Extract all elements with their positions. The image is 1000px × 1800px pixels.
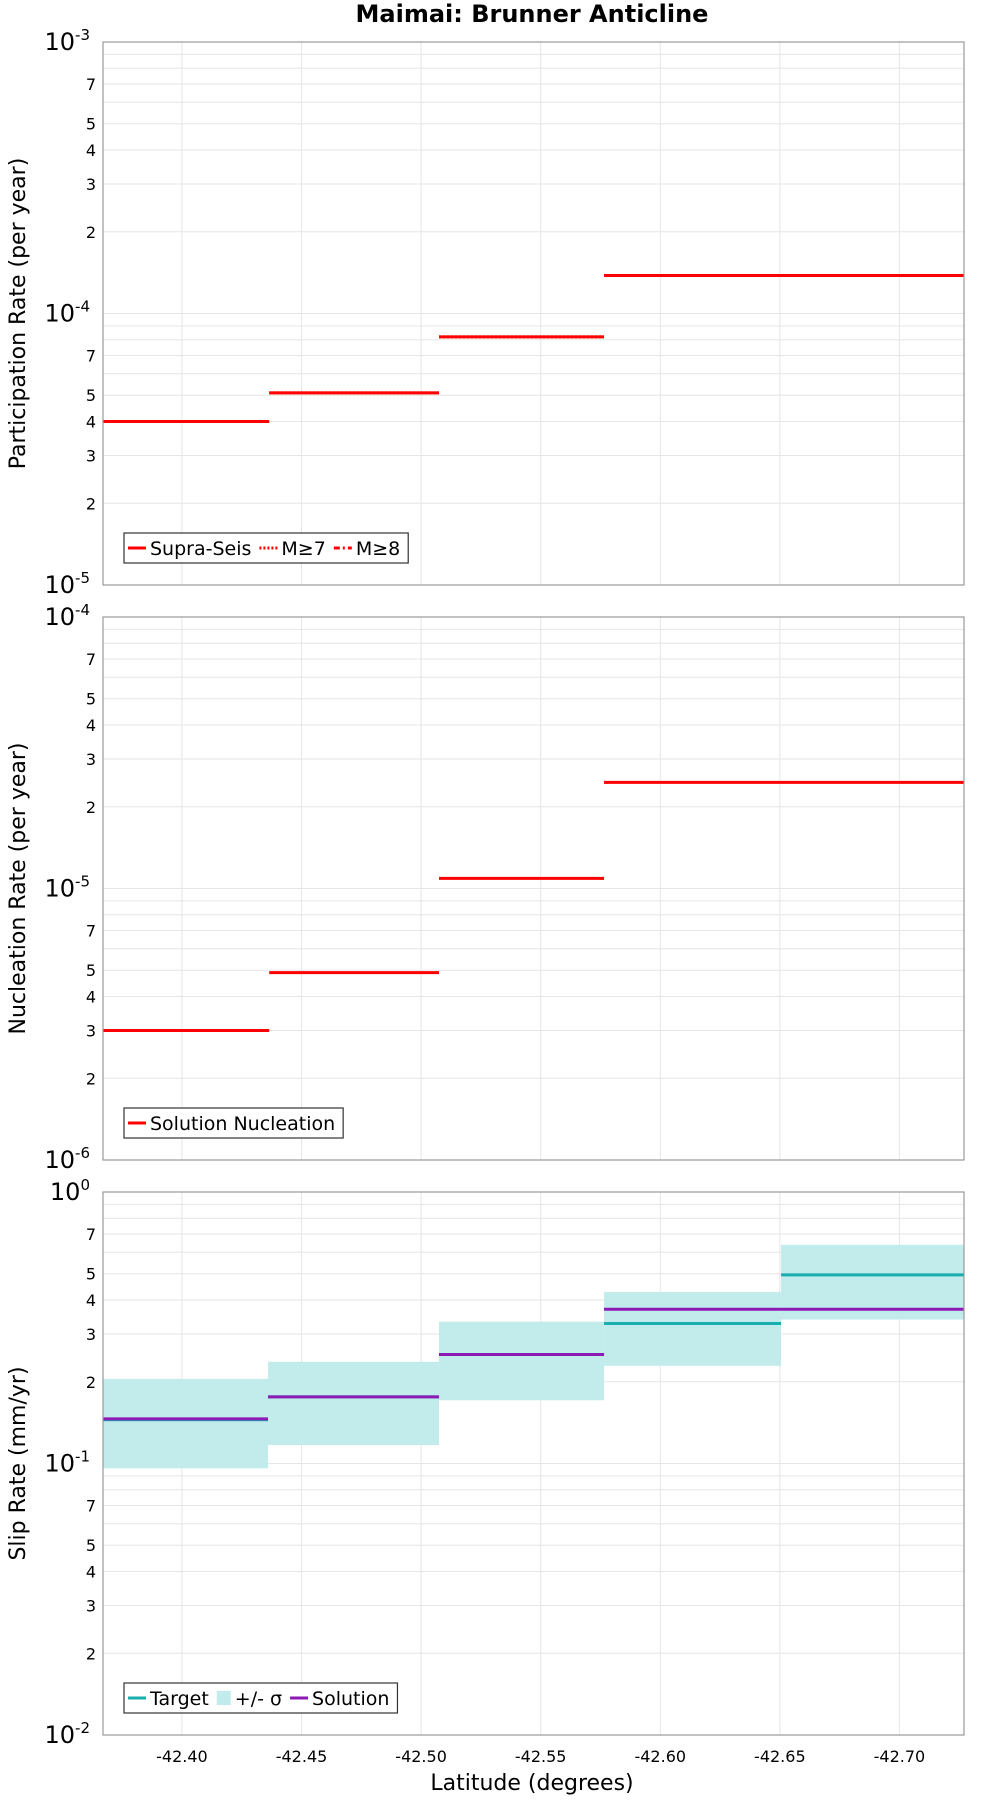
y-tick-label: 100 [50,1176,90,1206]
x-tick-label: -42.45 [276,1747,328,1766]
y-tick-label: 5 [86,1265,96,1284]
y-axis-label: Nucleation Rate (per year) [6,743,31,1035]
vertical-grid [181,617,900,1160]
y-tick-label: 2 [86,1644,96,1663]
y-tick-label: 3 [86,1021,96,1040]
y-tick-label: 3 [86,1325,96,1344]
y-tick-label: 5 [86,690,96,709]
y-tick-label: 10-3 [44,26,90,56]
plot-frame [102,41,965,586]
panel-slip: 100 10-1 10-2 7 5 4 3 2 7 5 4 3 2 Slip Rate (mm/yr) Ta… [6,1176,965,1749]
y-tick-label: 2 [86,1373,96,1392]
legend-entry: Supra-Seis [128,538,251,560]
horizontal-grid [103,616,964,1161]
legend-label: Solution Nucleation [150,1113,335,1135]
sigma-band-segment [781,1244,964,1320]
x-axis-label: Latitude (degrees) [430,1771,633,1796]
x-tick-label: -42.65 [754,1747,806,1766]
legend: Supra-Seis M≥7 M≥8 [123,532,409,564]
legend-entry: M≥8 [333,538,400,560]
y-tick-label: 2 [86,798,96,817]
y-tick-label: 10-6 [44,1144,90,1174]
series-m-7 [103,274,964,424]
panel-nucleation: 10-4 10-5 10-6 7 5 4 3 2 7 5 4 3 2 Nucleation Rate (p… [6,601,965,1174]
sigma-band-segment [439,1321,605,1401]
legend-entry: Target [128,1688,209,1710]
legend-entry: Solution [290,1688,389,1710]
y-tick-label: 10-5 [44,873,90,903]
y-tick-label: 2 [86,1069,96,1088]
y-tick-label: 7 [86,1225,96,1244]
legend-entry: Solution Nucleation [128,1113,335,1135]
x-tick-label: -42.55 [515,1747,567,1766]
sigma-band-segment [604,1292,782,1366]
y-tick-label: 10-5 [44,569,90,599]
y-tick-label: 4 [86,413,96,432]
y-tick-label: 4 [86,988,96,1007]
y-tick-label: 7 [86,75,96,94]
series-solution [103,1307,964,1421]
y-tick-label: 7 [86,922,96,941]
y-tick-label: 2 [86,223,96,242]
legend-entry: M≥7 [259,538,326,560]
legend-frame [123,1682,399,1714]
x-tick-label: -42.40 [156,1747,208,1766]
y-tick-labels: 100 10-1 10-2 7 5 4 3 2 7 5 4 3 2 [44,1176,96,1749]
legend-label: +/- σ [235,1688,282,1710]
vertical-grid [181,42,900,585]
legend-label: Supra-Seis [150,538,251,560]
y-tick-label: 2 [86,494,96,513]
chart-title: Maimai: Brunner Anticline [356,0,709,28]
y-tick-label: 10-2 [44,1719,90,1749]
legend-label: Target [149,1688,209,1710]
y-tick-label: 7 [86,1497,96,1516]
legend: Target +/- σ Solution [123,1682,399,1714]
y-tick-label: 10-4 [44,601,90,631]
y-tick-label: 5 [86,386,96,405]
y-tick-label: 3 [86,1596,96,1615]
legend-entry: +/- σ [216,1688,282,1710]
y-tick-label: 4 [86,1563,96,1582]
y-tick-label: 5 [86,961,96,980]
plot-frame [102,1191,965,1736]
y-tick-label: 3 [86,446,96,465]
legend-label: M≥7 [281,538,325,560]
y-tick-labels: 10-4 10-5 10-6 7 5 4 3 2 7 5 4 3 2 [44,601,96,1174]
y-axis-label: Slip Rate (mm/yr) [6,1366,31,1560]
y-tick-label: 5 [86,115,96,134]
y-tick-label: 4 [86,141,96,160]
x-tick-label: -42.60 [634,1747,686,1766]
y-tick-label: 4 [86,1291,96,1310]
legend-label: M≥8 [356,538,400,560]
x-tick-label: -42.70 [874,1747,926,1766]
plot-frame [102,616,965,1161]
y-tick-labels: 10-3 10-4 10-5 7 5 4 3 2 7 5 4 3 2 [44,26,96,599]
legend: Solution Nucleation [123,1107,344,1139]
horizontal-grid [103,41,964,586]
series-solution-nucleation [103,780,964,1032]
legend-swatch [216,1691,231,1705]
sigma-band-segment [103,1378,269,1469]
y-tick-label: 7 [86,650,96,669]
y-tick-label: 5 [86,1536,96,1555]
y-tick-label: 10-1 [44,1448,90,1478]
sigma-band [103,1244,964,1469]
y-axis-label: Participation Rate (per year) [6,158,31,470]
y-tick-label: 10-4 [44,298,90,328]
legend-label: Solution [312,1688,389,1710]
y-tick-label: 3 [86,175,96,194]
legend-frame [123,532,409,564]
x-tick-label: -42.50 [395,1747,447,1766]
y-tick-label: 7 [86,347,96,366]
y-tick-label: 3 [86,750,96,769]
x-tick-labels: -42.40 -42.45 -42.50 -42.55 -42.60 -42.65 -42.… [156,1747,925,1766]
legend-frame [123,1107,344,1139]
panel-participation: 10-3 10-4 10-5 7 5 4 3 2 7 5 4 3 2 Participation Rate… [6,26,965,599]
sigma-band-segment [268,1361,440,1445]
y-tick-label: 4 [86,716,96,735]
